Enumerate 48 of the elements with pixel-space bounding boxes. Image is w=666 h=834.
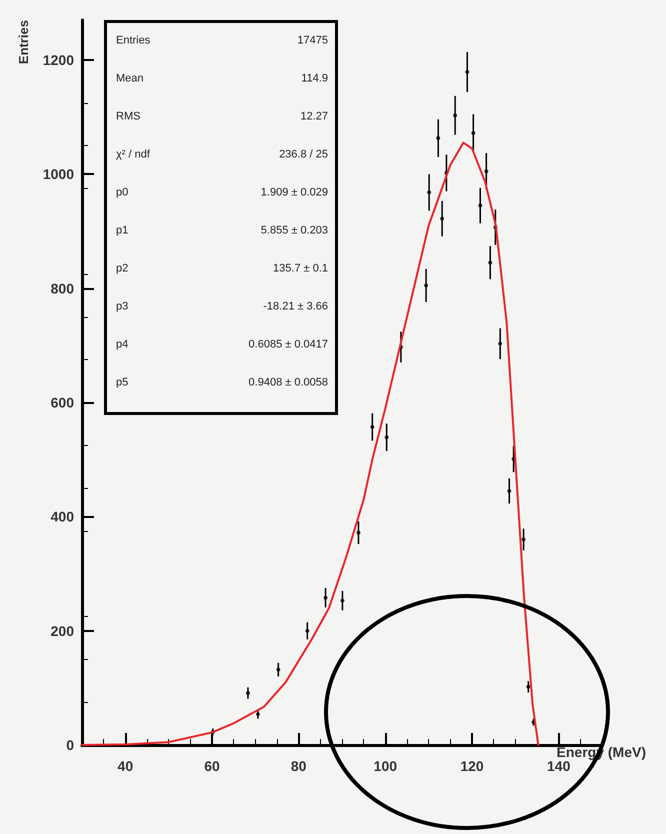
x-tick-label: 120 <box>460 758 484 774</box>
point <box>526 684 530 689</box>
text: χ² / ndf 236.8 / 25 <box>116 148 328 160</box>
y-tick-label: 1200 <box>42 52 74 68</box>
text: p0 1.909 ± 0.029 <box>116 186 328 198</box>
point <box>522 537 526 542</box>
text: RMS 12.27 <box>116 110 328 122</box>
y-tick-label: 800 <box>50 280 74 296</box>
text: p2 135.7 ± 0.1 <box>116 262 328 274</box>
y-tick-label: 400 <box>50 508 74 525</box>
text: p4 0.6085 ± 0.0417 <box>116 338 328 350</box>
point <box>256 712 260 716</box>
point <box>340 598 344 603</box>
y-tick-label: 600 <box>50 394 74 410</box>
text: Entries 17475 <box>116 34 328 46</box>
text: p5 0.9408 ± 0.0058 <box>116 376 328 388</box>
point <box>478 204 482 208</box>
point <box>507 488 512 493</box>
x-tick-label: 60 <box>204 758 220 774</box>
y-tick-label: 1000 <box>42 166 74 182</box>
point <box>440 216 444 221</box>
point <box>305 628 310 633</box>
point <box>471 131 476 136</box>
point <box>370 425 374 430</box>
point <box>465 70 470 74</box>
point <box>498 342 502 346</box>
point <box>436 136 440 140</box>
point <box>484 169 488 174</box>
x-tick-label: 80 <box>290 758 307 774</box>
x-tick-label: 40 <box>118 758 134 774</box>
text: p3 -18.21 ± 3.66 <box>116 300 328 312</box>
line-series <box>81 142 540 746</box>
text: p1 5.855 ± 0.203 <box>116 224 328 236</box>
x-tick-label: 140 <box>546 758 571 774</box>
point <box>384 435 389 440</box>
point <box>427 190 432 194</box>
y-tick-label: 0 <box>66 737 74 753</box>
y-tick-label: 200 <box>50 622 74 639</box>
x-tick-label: 100 <box>374 758 398 774</box>
point <box>324 596 328 600</box>
point <box>276 668 280 672</box>
point <box>246 691 250 696</box>
point <box>356 530 360 535</box>
point <box>424 283 428 288</box>
text: Mean 114.9 <box>116 72 328 84</box>
point <box>453 113 458 118</box>
point <box>488 260 492 265</box>
y-axis-title: Entries <box>16 20 31 64</box>
